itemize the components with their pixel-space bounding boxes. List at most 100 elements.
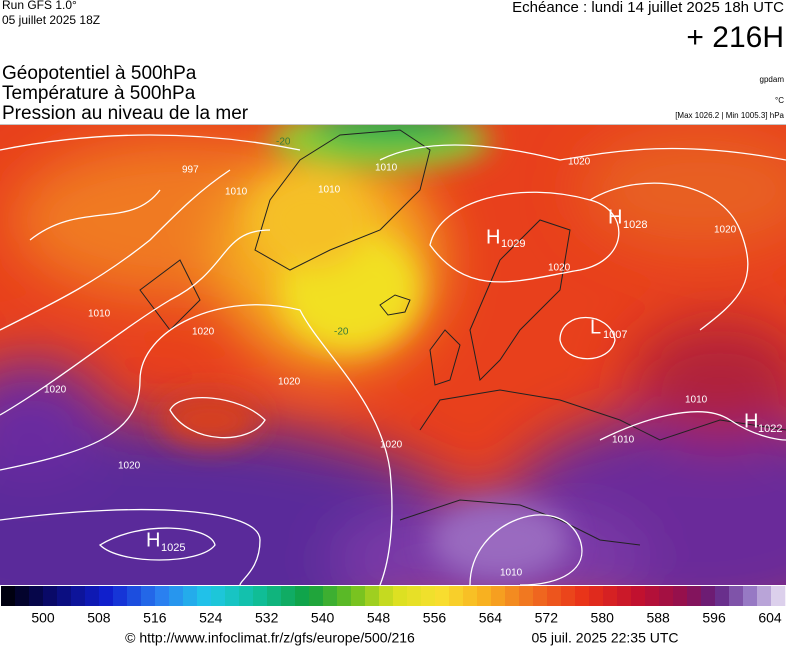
isobar-label: 1010 [612, 435, 635, 446]
colorbar-swatch [197, 586, 212, 606]
colorbar-swatch [323, 586, 338, 606]
colorbar-swatch [505, 586, 520, 606]
colorbar-swatch [57, 586, 72, 606]
colorbar-swatch [43, 586, 58, 606]
isobar-label: 1010 [225, 187, 248, 198]
colorbar-swatch [477, 586, 492, 606]
isobar-label: 1020 [44, 385, 67, 396]
isobar-label: 1010 [685, 395, 708, 406]
colorbar-swatch [757, 586, 772, 606]
colorbar-swatch [225, 586, 240, 606]
colorbar-swatch [127, 586, 142, 606]
colorbar-swatch [351, 586, 366, 606]
isobar-label: 1010 [375, 163, 398, 174]
colorbar-swatch [365, 586, 380, 606]
center-value: 1029 [501, 238, 525, 250]
colorbar-tick-label: 548 [367, 610, 391, 626]
colorbar-swatch [673, 586, 688, 606]
footer-source: © http://www.infoclimat.fr/z/gfs/europe/… [125, 630, 415, 646]
run-label: Run GFS 1.0° [2, 0, 77, 12]
colorbar-swatch [99, 586, 114, 606]
colorbar-swatch [85, 586, 100, 606]
colorbar-swatch [253, 586, 268, 606]
colorbar-swatch [421, 586, 436, 606]
colorbar-swatch [435, 586, 450, 606]
colorbar-tick-label: 564 [479, 610, 503, 626]
colorbar-swatch [701, 586, 716, 606]
colorbar-swatch [183, 586, 198, 606]
isotherm-label: -20 [276, 137, 291, 148]
colorbar-swatch [169, 586, 184, 606]
colorbar-tick-label: 524 [199, 610, 223, 626]
colorbar-tick-label: 508 [87, 610, 111, 626]
colorbar-swatch [659, 586, 674, 606]
center-value: 1022 [758, 423, 782, 435]
isobar-label: 1010 [500, 568, 523, 579]
center-symbol: H [744, 410, 758, 432]
isobar-label: 1020 [380, 440, 403, 451]
colorbar-swatch [281, 586, 296, 606]
colorbar-swatch [589, 586, 604, 606]
colorbar-swatch [463, 586, 478, 606]
colorbar-swatch [29, 586, 44, 606]
unit-geopotential: gpdam [760, 75, 785, 84]
colorbar-tick-label: 596 [702, 610, 726, 626]
center-symbol: L [590, 316, 601, 338]
footer-generated: 05 juil. 2025 22:35 UTC [531, 630, 678, 646]
colorbar-tick-label: 572 [535, 610, 559, 626]
colorbar-tick-label: 500 [31, 610, 55, 626]
isobar-label: 1020 [568, 157, 591, 168]
valid-time: Echéance : lundi 14 juillet 2025 18h UTC [512, 0, 784, 16]
center-value: 1025 [161, 542, 185, 554]
center-symbol: H [146, 529, 160, 551]
colorbar-swatch [743, 586, 758, 606]
colorbar-swatch [155, 586, 170, 606]
colorbar-swatch [71, 586, 86, 606]
center-symbol: H [608, 206, 622, 228]
colorbar-swatch [533, 586, 548, 606]
colorbar-swatch [631, 586, 646, 606]
run-date: 05 juillet 2025 18Z [2, 13, 100, 27]
colorbar-swatch [379, 586, 394, 606]
colorbar-swatch [309, 586, 324, 606]
colorbar-swatch [547, 586, 562, 606]
colorbar-tick-label: 604 [758, 610, 782, 626]
colorbar-tick-label: 580 [591, 610, 615, 626]
colorbar-swatch [211, 586, 226, 606]
colorbar-tick-label: 556 [423, 610, 447, 626]
colorbar-swatch [687, 586, 702, 606]
colorbar-tick-label: 540 [311, 610, 335, 626]
isobar-label: 1020 [118, 461, 141, 472]
center-symbol: H [486, 226, 500, 248]
colorbar-swatch [15, 586, 30, 606]
colorbar-swatch [617, 586, 632, 606]
colorbar-swatch [491, 586, 506, 606]
isobar-labels: 997 1010 1010 1010 1020 1020 1020 1020 1… [44, 137, 737, 579]
isobar-label: 1020 [278, 377, 301, 388]
colorbar-swatch [715, 586, 730, 606]
colorbar-swatch [113, 586, 128, 606]
colorbar-swatch [407, 586, 422, 606]
colorbar-swatch [295, 586, 310, 606]
colorbar-swatch [575, 586, 590, 606]
field-title: Température à 500hPa [2, 83, 196, 104]
colorbar-swatch [519, 586, 534, 606]
colorbar-swatch [267, 586, 282, 606]
colorbar-tick-label: 588 [646, 610, 670, 626]
colorbar-swatch [729, 586, 744, 606]
center-value: 1007 [603, 329, 627, 341]
colorbar-swatch [561, 586, 576, 606]
isobar-label: 1020 [192, 327, 215, 338]
isotherm-label: -20 [334, 327, 349, 338]
map: H 1029 H 1028 L 1007 H 1022 H 1025 997 1… [0, 125, 786, 585]
center-value: 1028 [623, 219, 647, 231]
isobar-label: 1020 [714, 225, 737, 236]
colorbar-swatch [337, 586, 352, 606]
colorbar-swatch [393, 586, 408, 606]
center-labels: H 1029 H 1028 L 1007 H 1022 H 1025 [146, 206, 782, 554]
lead-time: + 216H [686, 21, 784, 54]
colorbar-swatch [239, 586, 254, 606]
colorbar-tick-label: 516 [143, 610, 167, 626]
colorbar-swatch [603, 586, 618, 606]
